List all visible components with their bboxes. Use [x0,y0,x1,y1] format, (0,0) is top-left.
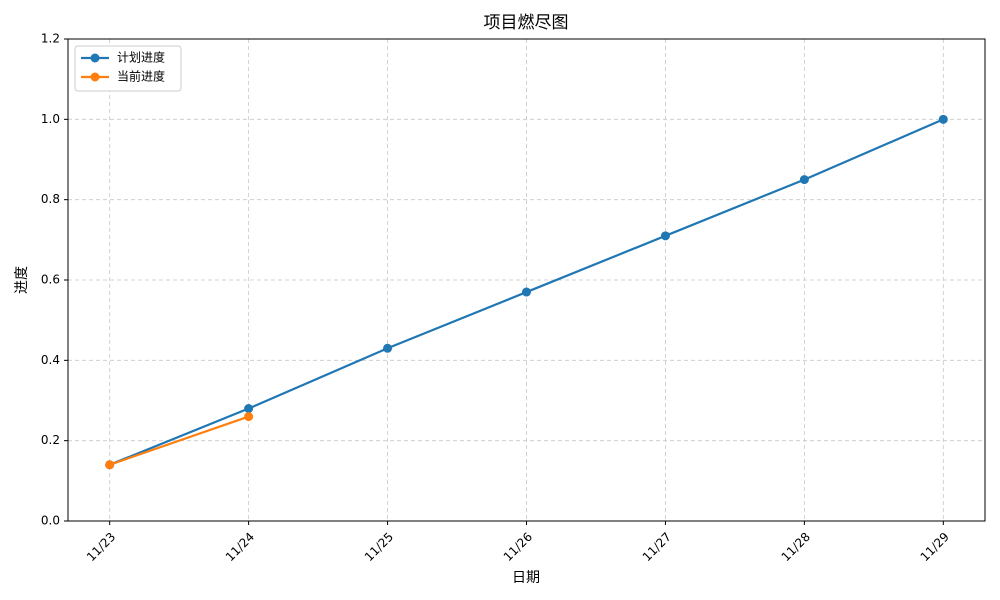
data-point [660,231,670,241]
x-tick-label: 11/23 [84,530,118,564]
y-axis-label: 进度 [14,266,30,294]
legend-marker [90,72,100,82]
data-point [383,343,393,353]
legend-label: 计划进度 [117,50,165,65]
x-tick-label: 11/25 [362,530,396,564]
legend-marker [90,53,100,63]
x-tick-label: 11/27 [640,530,674,564]
y-tick-label: 1.0 [41,112,60,126]
chart-title: 项目燃尽图 [484,13,569,33]
y-tick-label: 0.4 [41,353,60,367]
x-tick-label: 11/26 [501,530,535,564]
y-tick-label: 1.2 [41,32,60,46]
data-point [244,404,254,414]
plot-frame [67,38,986,522]
y-tick-label: 0.0 [41,514,60,528]
y-tick-label: 0.2 [41,433,60,447]
data-point [105,460,115,470]
data-point [938,114,948,124]
y-tick-label: 0.8 [41,192,60,206]
y-tick-label: 0.6 [41,273,60,287]
data-point [244,412,254,422]
legend-label: 当前进度 [117,69,165,84]
x-tick-label: 11/24 [223,530,257,564]
x-tick-label: 11/29 [918,530,952,564]
data-point [799,175,809,185]
data-point [522,287,531,297]
x-tick-label: 11/28 [779,530,813,564]
series-line [109,415,249,466]
x-axis-label: 日期 [512,570,540,586]
